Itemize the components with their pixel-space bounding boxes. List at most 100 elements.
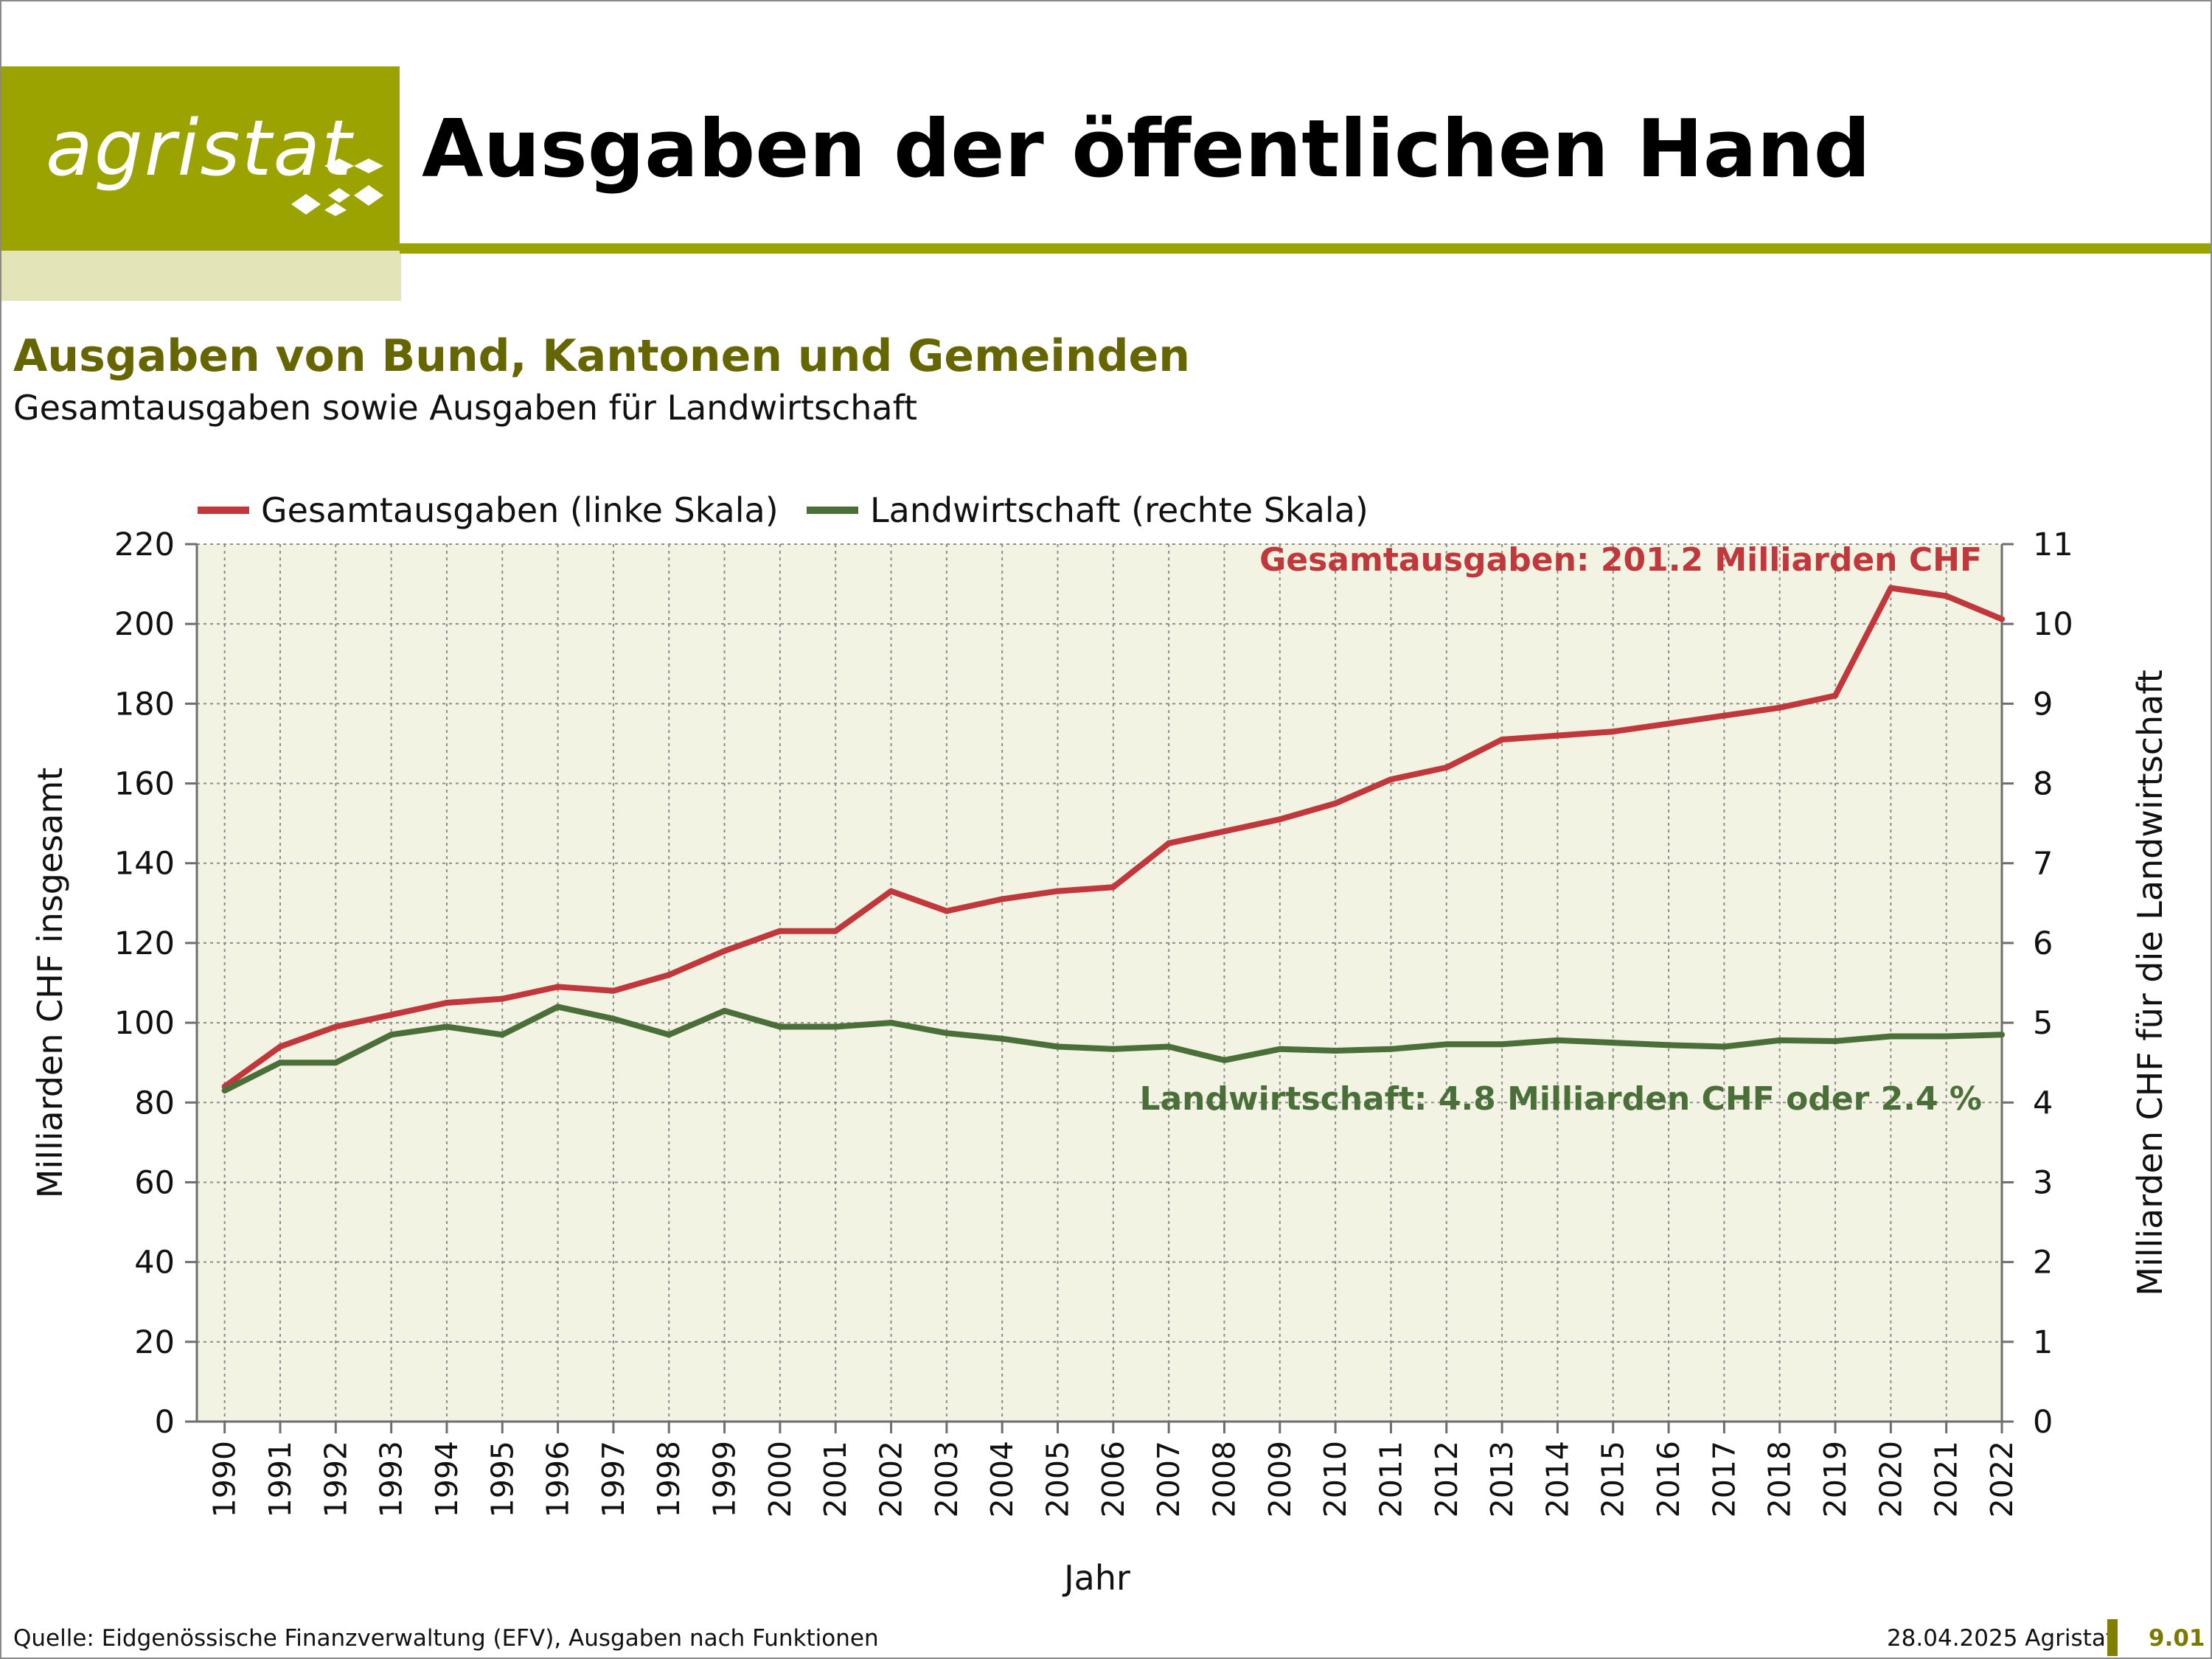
x-tick-label: 2019	[1818, 1441, 1853, 1517]
x-tick-label: 2006	[1096, 1441, 1131, 1517]
data-point-landwirtschaft	[1054, 1043, 1061, 1050]
page-title: Ausgaben der öffentlichen Hand	[422, 103, 1871, 195]
x-tick-label: 2020	[1873, 1441, 1908, 1517]
data-point-landwirtschaft	[1999, 1032, 2005, 1038]
data-point-landwirtschaft	[1666, 1042, 1672, 1048]
x-tick-label: 1991	[262, 1441, 298, 1517]
data-point-landwirtschaft	[1721, 1043, 1728, 1050]
annotation-gesamtausgaben: Gesamtausgaben: 201.2 Milliarden CHF	[1259, 541, 1982, 579]
x-tick-label: 2008	[1206, 1441, 1242, 1517]
y-left-tick-label: 40	[134, 1245, 175, 1281]
data-point-landwirtschaft	[1943, 1033, 1950, 1040]
header-rule	[400, 243, 2211, 254]
data-point-landwirtschaft	[666, 1032, 672, 1038]
x-tick-label: 1999	[707, 1441, 742, 1517]
x-tick-label: 2001	[818, 1441, 853, 1517]
y-right-tick-label: 7	[2033, 846, 2053, 883]
x-tick-label: 2018	[1762, 1441, 1798, 1517]
x-tick-label: 2010	[1318, 1441, 1353, 1517]
x-tick-label: 1990	[207, 1441, 243, 1517]
x-tick-label: 1993	[374, 1441, 409, 1517]
x-tick-label: 2012	[1429, 1441, 1464, 1517]
y-right-tick-label: 9	[2033, 686, 2053, 723]
data-point-gesamtausgaben	[721, 947, 728, 954]
data-point-landwirtschaft	[388, 1032, 394, 1038]
data-point-landwirtschaft	[1610, 1040, 1616, 1046]
data-point-gesamtausgaben	[1554, 732, 1561, 739]
data-point-landwirtschaft	[1276, 1046, 1283, 1052]
x-tick-label: 2021	[1929, 1441, 1964, 1517]
y-right-tick-label: 0	[2033, 1404, 2053, 1441]
data-point-gesamtausgaben	[776, 928, 783, 934]
x-tick-label: 2009	[1262, 1441, 1298, 1517]
data-point-gesamtausgaben	[1610, 728, 1616, 735]
data-point-landwirtschaft	[1499, 1041, 1506, 1048]
x-tick-label: 2007	[1151, 1441, 1186, 1517]
y-left-tick-label: 160	[114, 766, 175, 803]
y-left-tick-label: 180	[114, 686, 175, 723]
x-tick-label: 1992	[318, 1441, 353, 1517]
source-note: Quelle: Eidgenössische Finanzverwaltung …	[13, 1625, 879, 1652]
data-point-gesamtausgaben	[1054, 888, 1061, 894]
chart-subtitle: Ausgaben von Bund, Kantonen und Gemeinde…	[13, 330, 1190, 382]
logo-diamond-icon	[291, 159, 383, 216]
data-point-gesamtausgaben	[1110, 884, 1116, 891]
agristat-logo	[1, 66, 400, 251]
data-point-landwirtschaft	[1443, 1041, 1450, 1048]
x-tick-label: 1995	[484, 1441, 520, 1517]
data-point-landwirtschaft	[221, 1088, 228, 1094]
y-left-tick-label: 100	[114, 1005, 175, 1042]
x-tick-label: 1994	[429, 1441, 465, 1517]
y-right-tick-label: 1	[2033, 1324, 2053, 1361]
data-point-landwirtschaft	[1221, 1057, 1228, 1063]
plot-area	[197, 544, 2002, 1422]
y-right-tick-label: 8	[2033, 766, 2053, 803]
x-tick-label: 2005	[1040, 1441, 1076, 1517]
y-right-tick-label: 3	[2033, 1164, 2053, 1201]
y-right-tick-label: 6	[2033, 925, 2053, 962]
y-left-tick-label: 220	[114, 526, 175, 563]
data-point-landwirtschaft	[1554, 1037, 1561, 1043]
data-point-gesamtausgaben	[443, 1000, 450, 1006]
data-point-gesamtausgaben	[1666, 720, 1672, 727]
y-left-tick-label: 20	[134, 1324, 175, 1361]
x-tick-label: 1997	[596, 1441, 631, 1517]
data-point-gesamtausgaben	[888, 888, 894, 894]
x-tick-label: 2003	[929, 1441, 964, 1517]
data-point-gesamtausgaben	[1943, 593, 1950, 599]
data-point-landwirtschaft	[499, 1032, 506, 1038]
x-tick-label: 1996	[540, 1441, 576, 1517]
y-right-tick-label: 10	[2033, 606, 2073, 643]
y-left-tick-label: 0	[155, 1404, 175, 1441]
data-point-gesamtausgaben	[1721, 712, 1728, 719]
data-point-landwirtschaft	[1832, 1037, 1839, 1044]
y-axis-left-title: Milliarden CHF insgesamt	[30, 768, 70, 1199]
y-left-tick-label: 60	[134, 1164, 175, 1201]
data-point-landwirtschaft	[1110, 1046, 1116, 1052]
x-tick-label: 2017	[1706, 1441, 1742, 1517]
footer-date: 28.04.2025 Agristat	[1886, 1625, 2115, 1652]
data-point-landwirtschaft	[776, 1023, 783, 1030]
x-tick-label: 2002	[874, 1441, 909, 1517]
x-tick-label: 2015	[1596, 1441, 1631, 1517]
footer-divider	[2107, 1619, 2118, 1656]
logo-wordmark: agristat	[46, 103, 353, 193]
legend-label-landwirtschaft: Landwirtschaft (rechte Skala)	[870, 490, 1368, 530]
data-point-gesamtausgaben	[1221, 828, 1228, 835]
page-number: 9.01	[2149, 1625, 2205, 1652]
data-point-gesamtausgaben	[1832, 692, 1839, 699]
y-right-tick-label: 4	[2033, 1085, 2053, 1121]
y-right-tick-label: 2	[2033, 1245, 2053, 1281]
data-point-landwirtschaft	[554, 1004, 561, 1010]
data-point-gesamtausgaben	[1276, 816, 1283, 823]
x-tick-label: 2000	[762, 1441, 798, 1517]
data-point-gesamtausgaben	[999, 896, 1006, 902]
data-point-gesamtausgaben	[388, 1012, 394, 1018]
y-left-tick-label: 120	[114, 925, 175, 962]
data-point-landwirtschaft	[610, 1015, 616, 1022]
y-right-tick-label: 11	[2033, 526, 2073, 563]
data-point-landwirtschaft	[832, 1023, 839, 1030]
data-point-landwirtschaft	[1888, 1033, 1894, 1040]
